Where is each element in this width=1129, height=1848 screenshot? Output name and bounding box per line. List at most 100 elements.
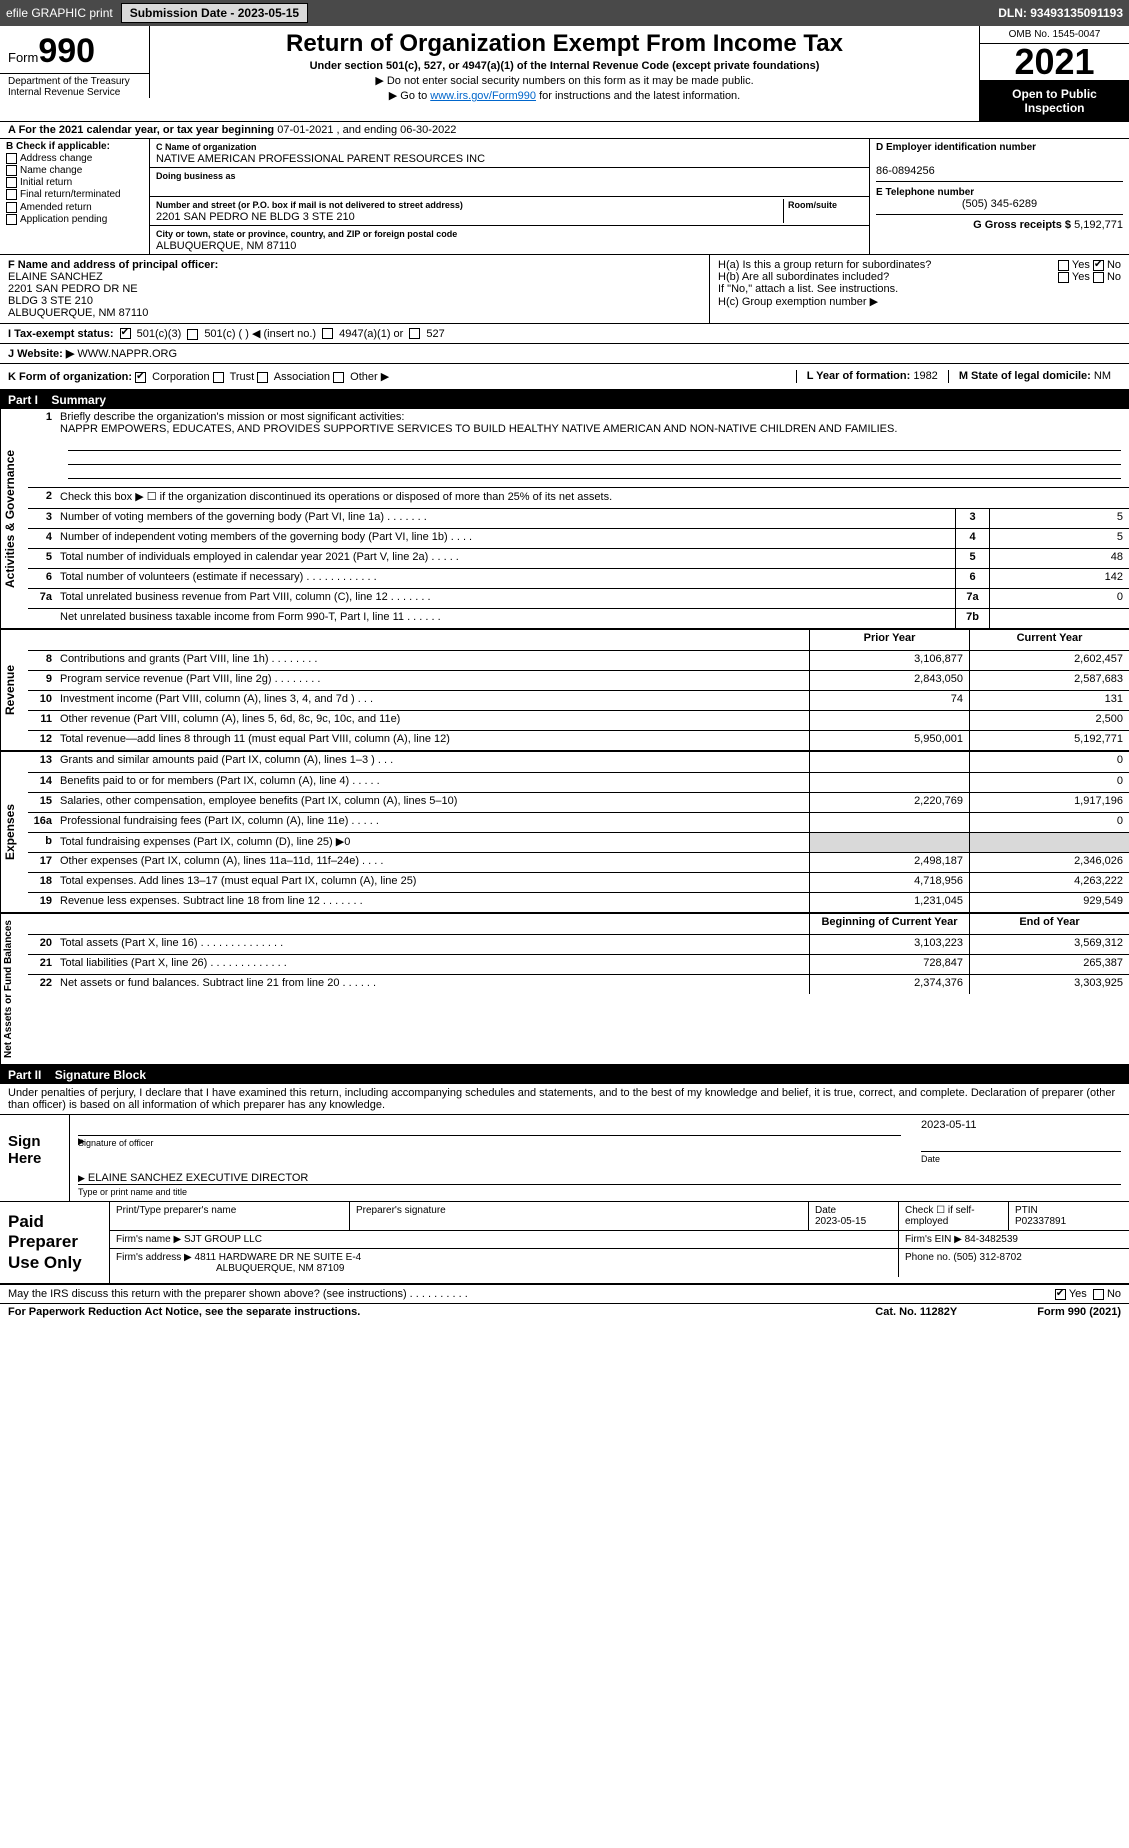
part-1-header: Part I Summary bbox=[0, 391, 1129, 409]
vtab-revenue: Revenue bbox=[0, 630, 28, 750]
subtitle-2: ▶ Do not enter social security numbers o… bbox=[158, 74, 971, 87]
form-990-number: 990 bbox=[38, 32, 95, 70]
summary-row: 10Investment income (Part VIII, column (… bbox=[28, 690, 1129, 710]
summary-row: 7aTotal unrelated business revenue from … bbox=[28, 588, 1129, 608]
form-header: Form990 Department of the Treasury Inter… bbox=[0, 26, 1129, 122]
summary-net-assets: Net Assets or Fund Balances Beginning of… bbox=[0, 914, 1129, 1066]
summary-row: 12Total revenue—add lines 8 through 11 (… bbox=[28, 730, 1129, 750]
paid-preparer-block: Paid Preparer Use Only Print/Type prepar… bbox=[0, 1202, 1129, 1285]
part-2-header: Part II Signature Block bbox=[0, 1066, 1129, 1084]
ck-initial[interactable]: Initial return bbox=[6, 177, 143, 188]
summary-revenue: Revenue Prior YearCurrent Year 8Contribu… bbox=[0, 630, 1129, 752]
org-name-field: C Name of organization NATIVE AMERICAN P… bbox=[150, 139, 869, 168]
title-block: Return of Organization Exempt From Incom… bbox=[150, 26, 979, 121]
firm-ein: 84-3482539 bbox=[965, 1234, 1018, 1245]
city-field: City or town, state or province, country… bbox=[150, 226, 869, 254]
ck-other[interactable]: Other ▶ bbox=[333, 371, 389, 383]
form-word: Form bbox=[8, 50, 38, 65]
summary-row: 13Grants and similar amounts paid (Part … bbox=[28, 752, 1129, 772]
form-title: Return of Organization Exempt From Incom… bbox=[158, 30, 971, 58]
firm-name: SJT GROUP LLC bbox=[184, 1234, 262, 1245]
top-bar: efile GRAPHIC print Submission Date - 20… bbox=[0, 0, 1129, 26]
row-fgh: F Name and address of principal officer:… bbox=[0, 255, 1129, 324]
summary-row: 20Total assets (Part X, line 16) . . . .… bbox=[28, 934, 1129, 954]
summary-row: 9Program service revenue (Part VIII, lin… bbox=[28, 670, 1129, 690]
summary-row: 14Benefits paid to or for members (Part … bbox=[28, 772, 1129, 792]
summary-governance: Activities & Governance 1Briefly describ… bbox=[0, 409, 1129, 630]
dba-field: Doing business as bbox=[150, 168, 869, 197]
org-name: NATIVE AMERICAN PROFESSIONAL PARENT RESO… bbox=[156, 153, 485, 165]
state-domicile: NM bbox=[1094, 370, 1111, 382]
vtab-expenses: Expenses bbox=[0, 752, 28, 912]
row-j-website: J Website: ▶ WWW.NAPPR.ORG bbox=[0, 344, 1129, 364]
summary-row: 22Net assets or fund balances. Subtract … bbox=[28, 974, 1129, 994]
ck-amended[interactable]: Amended return bbox=[6, 202, 143, 213]
vtab-governance: Activities & Governance bbox=[0, 409, 28, 628]
sign-date: 2023-05-11 bbox=[921, 1119, 1121, 1135]
firm-phone: (505) 312-8702 bbox=[953, 1252, 1021, 1263]
open-to-public: Open to Public Inspection bbox=[980, 81, 1129, 121]
efile-label: efile GRAPHIC print bbox=[6, 6, 113, 20]
section-bcd: B Check if applicable: Address change Na… bbox=[0, 139, 1129, 255]
summary-row: 18Total expenses. Add lines 13–17 (must … bbox=[28, 872, 1129, 892]
mission-text: NAPPR EMPOWERS, EDUCATES, AND PROVIDES S… bbox=[60, 423, 897, 435]
gross-receipts: 5,192,771 bbox=[1074, 219, 1123, 231]
summary-row: 16aProfessional fundraising fees (Part I… bbox=[28, 812, 1129, 832]
summary-row: 15Salaries, other compensation, employee… bbox=[28, 792, 1129, 812]
ck-assoc[interactable]: Association bbox=[257, 371, 330, 383]
blank-lines bbox=[28, 437, 1129, 488]
col-h-group: H(a) Is this a group return for subordin… bbox=[709, 255, 1129, 323]
col-b-title: B Check if applicable: bbox=[6, 141, 110, 152]
vtab-net-assets: Net Assets or Fund Balances bbox=[0, 914, 28, 1064]
ck-501c3[interactable]: 501(c)(3) bbox=[120, 328, 182, 340]
ck-name[interactable]: Name change bbox=[6, 165, 143, 176]
ck-pending[interactable]: Application pending bbox=[6, 214, 143, 225]
summary-row: 21Total liabilities (Part X, line 26) . … bbox=[28, 954, 1129, 974]
subtitle-1: Under section 501(c), 527, or 4947(a)(1)… bbox=[158, 60, 971, 72]
pra-notice: For Paperwork Reduction Act Notice, see … bbox=[8, 1306, 875, 1318]
discuss-no[interactable]: No bbox=[1093, 1288, 1121, 1300]
firm-address: 4811 HARDWARE DR NE SUITE E-4 bbox=[195, 1252, 362, 1263]
summary-row: 11Other revenue (Part VIII, column (A), … bbox=[28, 710, 1129, 730]
ck-501c[interactable]: 501(c) ( ) ◀ (insert no.) bbox=[187, 327, 316, 340]
summary-expenses: Expenses 13Grants and similar amounts pa… bbox=[0, 752, 1129, 914]
form-number-block: Form990 bbox=[0, 26, 150, 73]
department-label: Department of the Treasury Internal Reve… bbox=[0, 73, 150, 98]
summary-row: 4Number of independent voting members of… bbox=[28, 528, 1129, 548]
sign-here-label: Sign Here bbox=[0, 1115, 70, 1201]
dln-label: DLN: 93493135091193 bbox=[998, 6, 1123, 20]
summary-row: 5Total number of individuals employed in… bbox=[28, 548, 1129, 568]
submission-date-button[interactable]: Submission Date - 2023-05-15 bbox=[121, 3, 308, 23]
year-formation: 1982 bbox=[913, 370, 937, 382]
discuss-row: May the IRS discuss this return with the… bbox=[0, 1285, 1129, 1304]
row-i-tax-status: I Tax-exempt status: 501(c)(3) 501(c) ( … bbox=[0, 324, 1129, 344]
street-address: 2201 SAN PEDRO NE BLDG 3 STE 210 bbox=[156, 211, 355, 223]
summary-row: 17Other expenses (Part IX, column (A), l… bbox=[28, 852, 1129, 872]
row-k-form-org: K Form of organization: Corporation Trus… bbox=[0, 364, 1129, 391]
city-state-zip: ALBUQUERQUE, NM 87110 bbox=[156, 240, 296, 252]
penalties-text: Under penalties of perjury, I declare th… bbox=[0, 1084, 1129, 1115]
phone-value: (505) 345-6289 bbox=[876, 198, 1123, 210]
irs-link[interactable]: www.irs.gov/Form990 bbox=[430, 90, 536, 102]
ck-final[interactable]: Final return/terminated bbox=[6, 189, 143, 200]
summary-row: Net unrelated business taxable income fr… bbox=[28, 608, 1129, 628]
summary-row: 6Total number of volunteers (estimate if… bbox=[28, 568, 1129, 588]
ck-4947[interactable]: 4947(a)(1) or bbox=[322, 328, 403, 340]
ck-trust[interactable]: Trust bbox=[213, 371, 255, 383]
street-field: Number and street (or P.O. box if mail i… bbox=[150, 197, 869, 226]
cat-no: Cat. No. 11282Y bbox=[875, 1306, 957, 1318]
summary-row: 19Revenue less expenses. Subtract line 1… bbox=[28, 892, 1129, 912]
tax-year: 2021 bbox=[980, 44, 1129, 81]
paid-preparer-label: Paid Preparer Use Only bbox=[0, 1202, 110, 1283]
ck-address[interactable]: Address change bbox=[6, 153, 143, 164]
footer-row: For Paperwork Reduction Act Notice, see … bbox=[0, 1304, 1129, 1320]
form-ref: Form 990 (2021) bbox=[1037, 1306, 1121, 1318]
discuss-yes[interactable]: Yes bbox=[1055, 1288, 1087, 1300]
officer-name: ELAINE SANCHEZ bbox=[8, 271, 103, 283]
ck-corp[interactable]: Corporation bbox=[135, 371, 210, 383]
summary-row: 3Number of voting members of the governi… bbox=[28, 508, 1129, 528]
col-f-officer: F Name and address of principal officer:… bbox=[0, 255, 709, 323]
col-b-checkboxes: B Check if applicable: Address change Na… bbox=[0, 139, 150, 254]
col-c-org-info: C Name of organization NATIVE AMERICAN P… bbox=[150, 139, 869, 254]
ck-527[interactable]: 527 bbox=[409, 328, 444, 340]
